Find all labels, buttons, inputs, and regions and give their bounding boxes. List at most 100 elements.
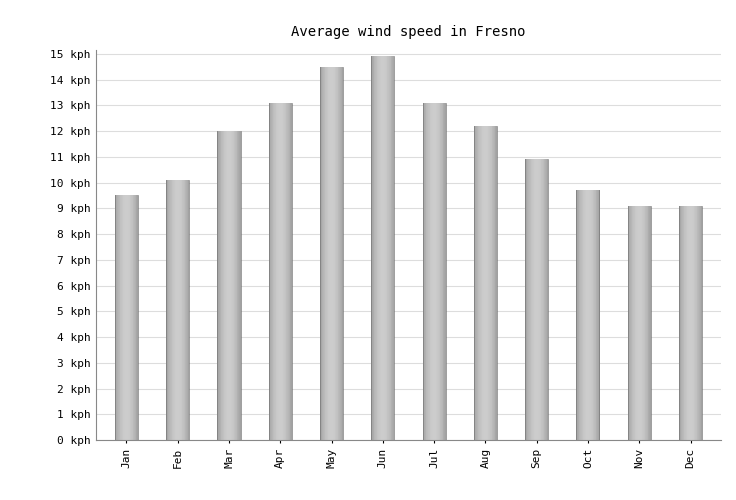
Bar (594, 190, 595, 440)
Bar (381, 56, 382, 440)
Bar (532, 160, 533, 440)
Bar (697, 206, 698, 440)
Bar (221, 131, 222, 440)
Bar (479, 126, 480, 440)
Bar (180, 180, 181, 440)
Bar (182, 180, 183, 440)
Bar (375, 56, 376, 440)
Bar (228, 131, 229, 440)
Bar (581, 190, 583, 440)
Bar (290, 103, 291, 440)
Bar (281, 103, 282, 440)
Bar (484, 126, 486, 440)
Bar (372, 56, 373, 440)
Bar (688, 206, 689, 440)
Bar (482, 126, 483, 440)
Bar (127, 196, 128, 440)
Bar (536, 160, 537, 440)
Bar (629, 206, 630, 440)
Bar (486, 126, 487, 440)
Bar (445, 103, 446, 440)
Bar (496, 126, 497, 440)
Bar (118, 196, 119, 440)
Bar (134, 196, 135, 440)
Bar (270, 103, 271, 440)
Bar (443, 103, 444, 440)
Bar (441, 103, 442, 440)
Bar (433, 103, 434, 440)
Bar (685, 206, 686, 440)
Bar (544, 160, 545, 440)
Bar (581, 190, 582, 440)
Bar (331, 66, 333, 440)
Bar (322, 66, 323, 440)
Bar (130, 196, 131, 440)
Bar (434, 103, 435, 440)
Bar (444, 103, 445, 440)
Bar (477, 126, 478, 440)
Bar (328, 66, 329, 440)
Bar (188, 180, 189, 440)
Bar (238, 131, 239, 440)
Bar (642, 206, 643, 440)
Bar (187, 180, 188, 440)
Bar (122, 196, 123, 440)
Bar (543, 160, 544, 440)
Bar (538, 160, 539, 440)
Bar (129, 196, 130, 440)
Bar (237, 131, 238, 440)
Bar (342, 66, 343, 440)
Bar (701, 206, 702, 440)
Bar (173, 180, 174, 440)
Bar (650, 206, 651, 440)
Bar (584, 190, 585, 440)
Bar (583, 190, 584, 440)
Bar (526, 160, 527, 440)
Bar (646, 206, 647, 440)
Bar (392, 56, 393, 440)
Bar (578, 190, 579, 440)
Bar (133, 196, 134, 440)
Bar (430, 103, 431, 440)
Bar (389, 56, 390, 440)
Bar (638, 206, 640, 440)
Bar (132, 196, 133, 440)
Bar (577, 190, 578, 440)
Bar (424, 103, 425, 440)
Bar (586, 190, 587, 440)
Bar (700, 206, 701, 440)
Bar (698, 206, 699, 440)
Bar (330, 66, 332, 440)
Bar (542, 160, 543, 440)
Bar (388, 56, 389, 440)
Bar (376, 56, 377, 440)
Bar (390, 56, 391, 440)
Bar (323, 66, 324, 440)
Bar (226, 131, 227, 440)
Bar (597, 190, 598, 440)
Bar (488, 126, 489, 440)
Bar (171, 180, 172, 440)
Bar (431, 103, 432, 440)
Bar (335, 66, 336, 440)
Bar (174, 180, 175, 440)
Bar (385, 56, 386, 440)
Bar (487, 126, 488, 440)
Bar (275, 103, 276, 440)
Bar (490, 126, 491, 440)
Bar (683, 206, 684, 440)
Bar (533, 160, 534, 440)
Bar (491, 126, 492, 440)
Bar (325, 66, 326, 440)
Bar (476, 126, 477, 440)
Bar (680, 206, 681, 440)
Bar (647, 206, 648, 440)
Bar (179, 180, 180, 440)
Bar (283, 103, 284, 440)
Bar (537, 160, 538, 440)
Bar (220, 131, 221, 440)
Bar (185, 180, 186, 440)
Bar (489, 126, 490, 440)
Bar (324, 66, 325, 440)
Bar (428, 103, 429, 440)
